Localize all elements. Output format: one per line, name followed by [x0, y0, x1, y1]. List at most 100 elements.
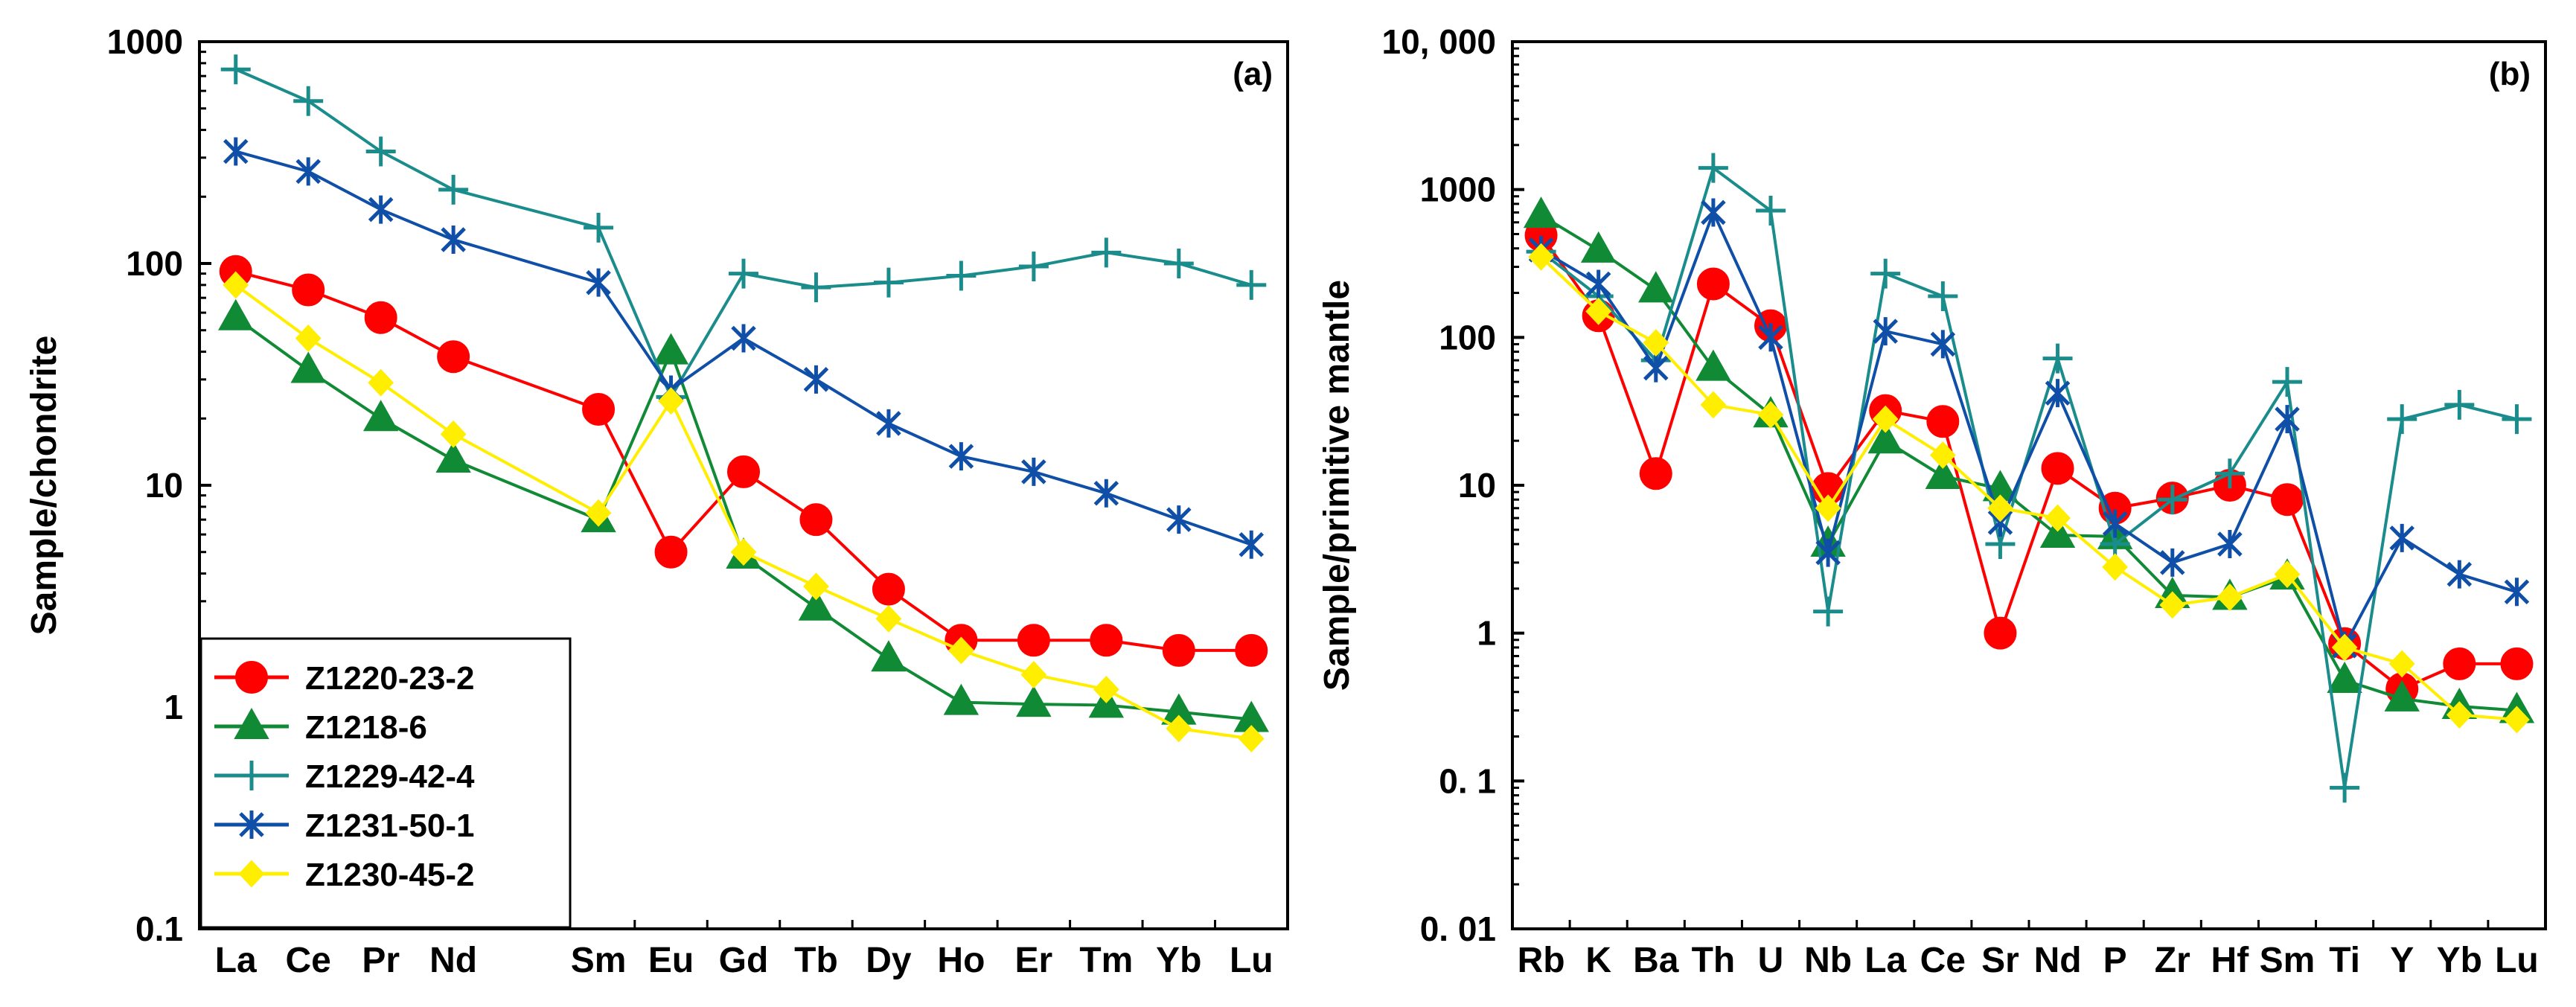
- data-point: [441, 226, 466, 255]
- x-category-label: Hf: [2211, 941, 2250, 980]
- x-category-label: U: [1758, 941, 1784, 980]
- data-point: [2446, 701, 2473, 729]
- x-category-label: Zr: [2155, 941, 2190, 980]
- data-point: [2389, 523, 2414, 552]
- legend-label: Z1220-23-2: [305, 660, 474, 697]
- data-point: [1643, 329, 1669, 357]
- data-point: [1867, 422, 1903, 454]
- x-category-label: Nd: [2034, 941, 2082, 980]
- data-point: [223, 137, 249, 166]
- data-point: [946, 260, 977, 291]
- x-category-label: Sm: [571, 941, 627, 980]
- data-point: [1585, 297, 1612, 325]
- data-point: [1756, 196, 1786, 226]
- x-category-label: Er: [1015, 941, 1053, 980]
- y-tick-label: 0. 01: [1420, 910, 1496, 948]
- x-category-label: Ce: [1920, 941, 1966, 980]
- data-point: [872, 572, 905, 606]
- data-point: [1639, 457, 1672, 490]
- legend-marker: [239, 811, 264, 839]
- x-category-label: Sr: [1981, 941, 2019, 980]
- data-point: [2045, 379, 2071, 408]
- data-point: [440, 420, 467, 448]
- data-point: [1758, 323, 1783, 352]
- data-point: [2331, 633, 2358, 662]
- panel-label: (b): [2489, 56, 2531, 92]
- data-point: [223, 271, 249, 299]
- x-category-label: Dy: [866, 941, 912, 980]
- x-category-label: Tb: [794, 941, 838, 980]
- data-point: [2102, 553, 2129, 581]
- legend-label: Z1231-50-1: [305, 808, 474, 844]
- data-point: [943, 683, 979, 715]
- data-point: [1925, 457, 1961, 489]
- data-point: [948, 636, 974, 665]
- legend-label: Z1218-6: [305, 709, 427, 746]
- legend-marker: [234, 707, 269, 739]
- data-point: [368, 195, 394, 224]
- y-axis-label: Sample/primitive mantle: [1317, 280, 1357, 691]
- x-category-label: Sm: [2260, 941, 2315, 980]
- data-point: [1016, 685, 1052, 717]
- panel-a-ree-chart: 0.1 1 10 100 1000 La Ce Pr Nd Sm Eu Gd Tb Dy Ho Er Tm Yb L…: [25, 22, 1289, 980]
- y-tick-label: 1: [1477, 614, 1496, 653]
- y-tick-label: 10: [145, 466, 183, 505]
- legend-label: Z1230-45-2: [305, 857, 474, 893]
- data-point: [2500, 647, 2534, 680]
- data-point: [1585, 269, 1611, 298]
- data-point: [873, 267, 904, 298]
- data-point: [295, 325, 322, 352]
- x-category-label: K: [1585, 941, 1611, 980]
- data-point: [438, 174, 469, 205]
- data-point: [1643, 354, 1669, 383]
- data-point: [731, 324, 756, 353]
- x-category-label: Ho: [937, 941, 985, 980]
- data-point: [801, 272, 831, 303]
- data-point: [585, 499, 612, 527]
- x-category-label: La: [215, 941, 257, 980]
- data-point: [2504, 578, 2530, 607]
- data-point: [2388, 650, 2415, 678]
- series-Z1230-45-2: [1528, 243, 2530, 734]
- series-line: [1540, 255, 2517, 721]
- data-point: [2504, 706, 2530, 734]
- data-point: [727, 455, 760, 488]
- y-tick-label: 1000: [1420, 170, 1496, 209]
- data-point: [948, 442, 974, 471]
- data-point: [1813, 596, 1844, 627]
- panel-b-spider-chart: 0. 01 0. 1 1 10 100 1000 10, 000 Rb K Ba Th U Nb La Ce…: [1317, 22, 2547, 980]
- y-tick-label: 10: [1458, 466, 1496, 505]
- y-tick-label: 0. 1: [1439, 761, 1496, 800]
- data-point: [1873, 317, 1898, 346]
- legend-entry: Z1230-45-2: [214, 857, 474, 893]
- data-point: [368, 368, 394, 397]
- data-point: [2446, 560, 2473, 589]
- x-category-label: Ti: [2329, 941, 2360, 980]
- x-category-label: La: [1864, 941, 1906, 980]
- data-point: [2157, 485, 2187, 515]
- series-Z1220-23-2: [219, 255, 1268, 667]
- x-category-label: P: [2103, 941, 2127, 980]
- legend-entry: Z1229-42-4: [214, 758, 475, 795]
- legend-marker: [238, 860, 265, 888]
- data-point: [2327, 661, 2362, 693]
- data-point: [1696, 349, 1731, 381]
- data-point: [2330, 773, 2360, 803]
- series-Z1230-45-2: [223, 271, 1265, 752]
- x-category-label: Gd: [719, 941, 769, 980]
- y-tick-label: 1000: [107, 22, 183, 61]
- data-point: [435, 441, 471, 473]
- data-point: [582, 392, 616, 426]
- data-point: [362, 400, 399, 432]
- data-point: [1166, 505, 1192, 534]
- data-point: [871, 640, 907, 672]
- series-Z1229-42-4: [220, 54, 1267, 412]
- data-point: [653, 333, 689, 365]
- data-point: [2160, 548, 2185, 577]
- data-point: [798, 589, 834, 621]
- data-point: [730, 538, 757, 566]
- data-point: [1093, 675, 1119, 703]
- data-point: [2042, 343, 2073, 374]
- data-point: [1523, 196, 1559, 228]
- data-point: [364, 301, 397, 334]
